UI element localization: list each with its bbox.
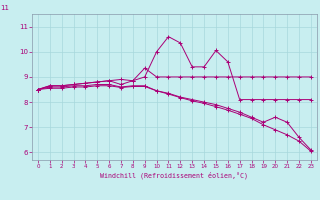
X-axis label: Windchill (Refroidissement éolien,°C): Windchill (Refroidissement éolien,°C) (100, 172, 248, 179)
Text: 11: 11 (0, 5, 9, 11)
